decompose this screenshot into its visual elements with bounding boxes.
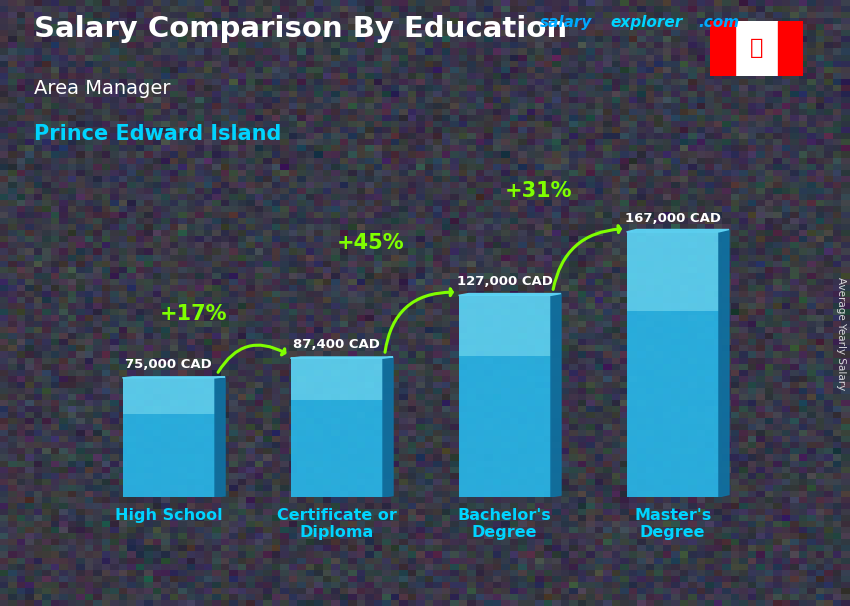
- Text: explorer: explorer: [610, 15, 683, 30]
- Bar: [626, 232, 719, 311]
- Text: +17%: +17%: [161, 304, 228, 324]
- Bar: [291, 400, 383, 497]
- Text: 🍁: 🍁: [750, 38, 763, 59]
- Text: Average Yearly Salary: Average Yearly Salary: [836, 277, 846, 390]
- Bar: [458, 295, 551, 356]
- Text: .com: .com: [699, 15, 740, 30]
- Text: Area Manager: Area Manager: [34, 79, 171, 98]
- Polygon shape: [551, 293, 561, 497]
- Text: 87,400 CAD: 87,400 CAD: [293, 338, 380, 351]
- Bar: [122, 378, 215, 413]
- Polygon shape: [458, 293, 561, 295]
- Text: 167,000 CAD: 167,000 CAD: [625, 211, 721, 225]
- Polygon shape: [626, 230, 729, 232]
- Bar: [626, 311, 719, 497]
- Bar: [458, 356, 551, 497]
- Text: +45%: +45%: [337, 233, 404, 253]
- Bar: [710, 21, 734, 76]
- Text: 127,000 CAD: 127,000 CAD: [456, 275, 552, 288]
- Polygon shape: [291, 357, 393, 358]
- Polygon shape: [383, 357, 393, 497]
- Polygon shape: [122, 377, 225, 378]
- Polygon shape: [215, 377, 225, 497]
- Bar: [291, 358, 383, 400]
- Text: 75,000 CAD: 75,000 CAD: [126, 358, 212, 371]
- Text: salary: salary: [540, 15, 592, 30]
- Polygon shape: [719, 230, 729, 497]
- Text: +31%: +31%: [505, 181, 572, 201]
- Text: Salary Comparison By Education: Salary Comparison By Education: [34, 15, 567, 43]
- Bar: [122, 413, 215, 497]
- Text: Prince Edward Island: Prince Edward Island: [34, 124, 281, 144]
- Bar: [779, 21, 803, 76]
